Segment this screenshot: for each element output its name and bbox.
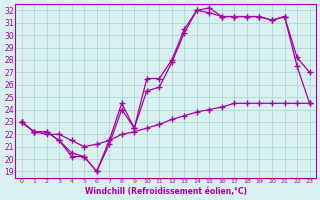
X-axis label: Windchill (Refroidissement éolien,°C): Windchill (Refroidissement éolien,°C)	[84, 187, 247, 196]
